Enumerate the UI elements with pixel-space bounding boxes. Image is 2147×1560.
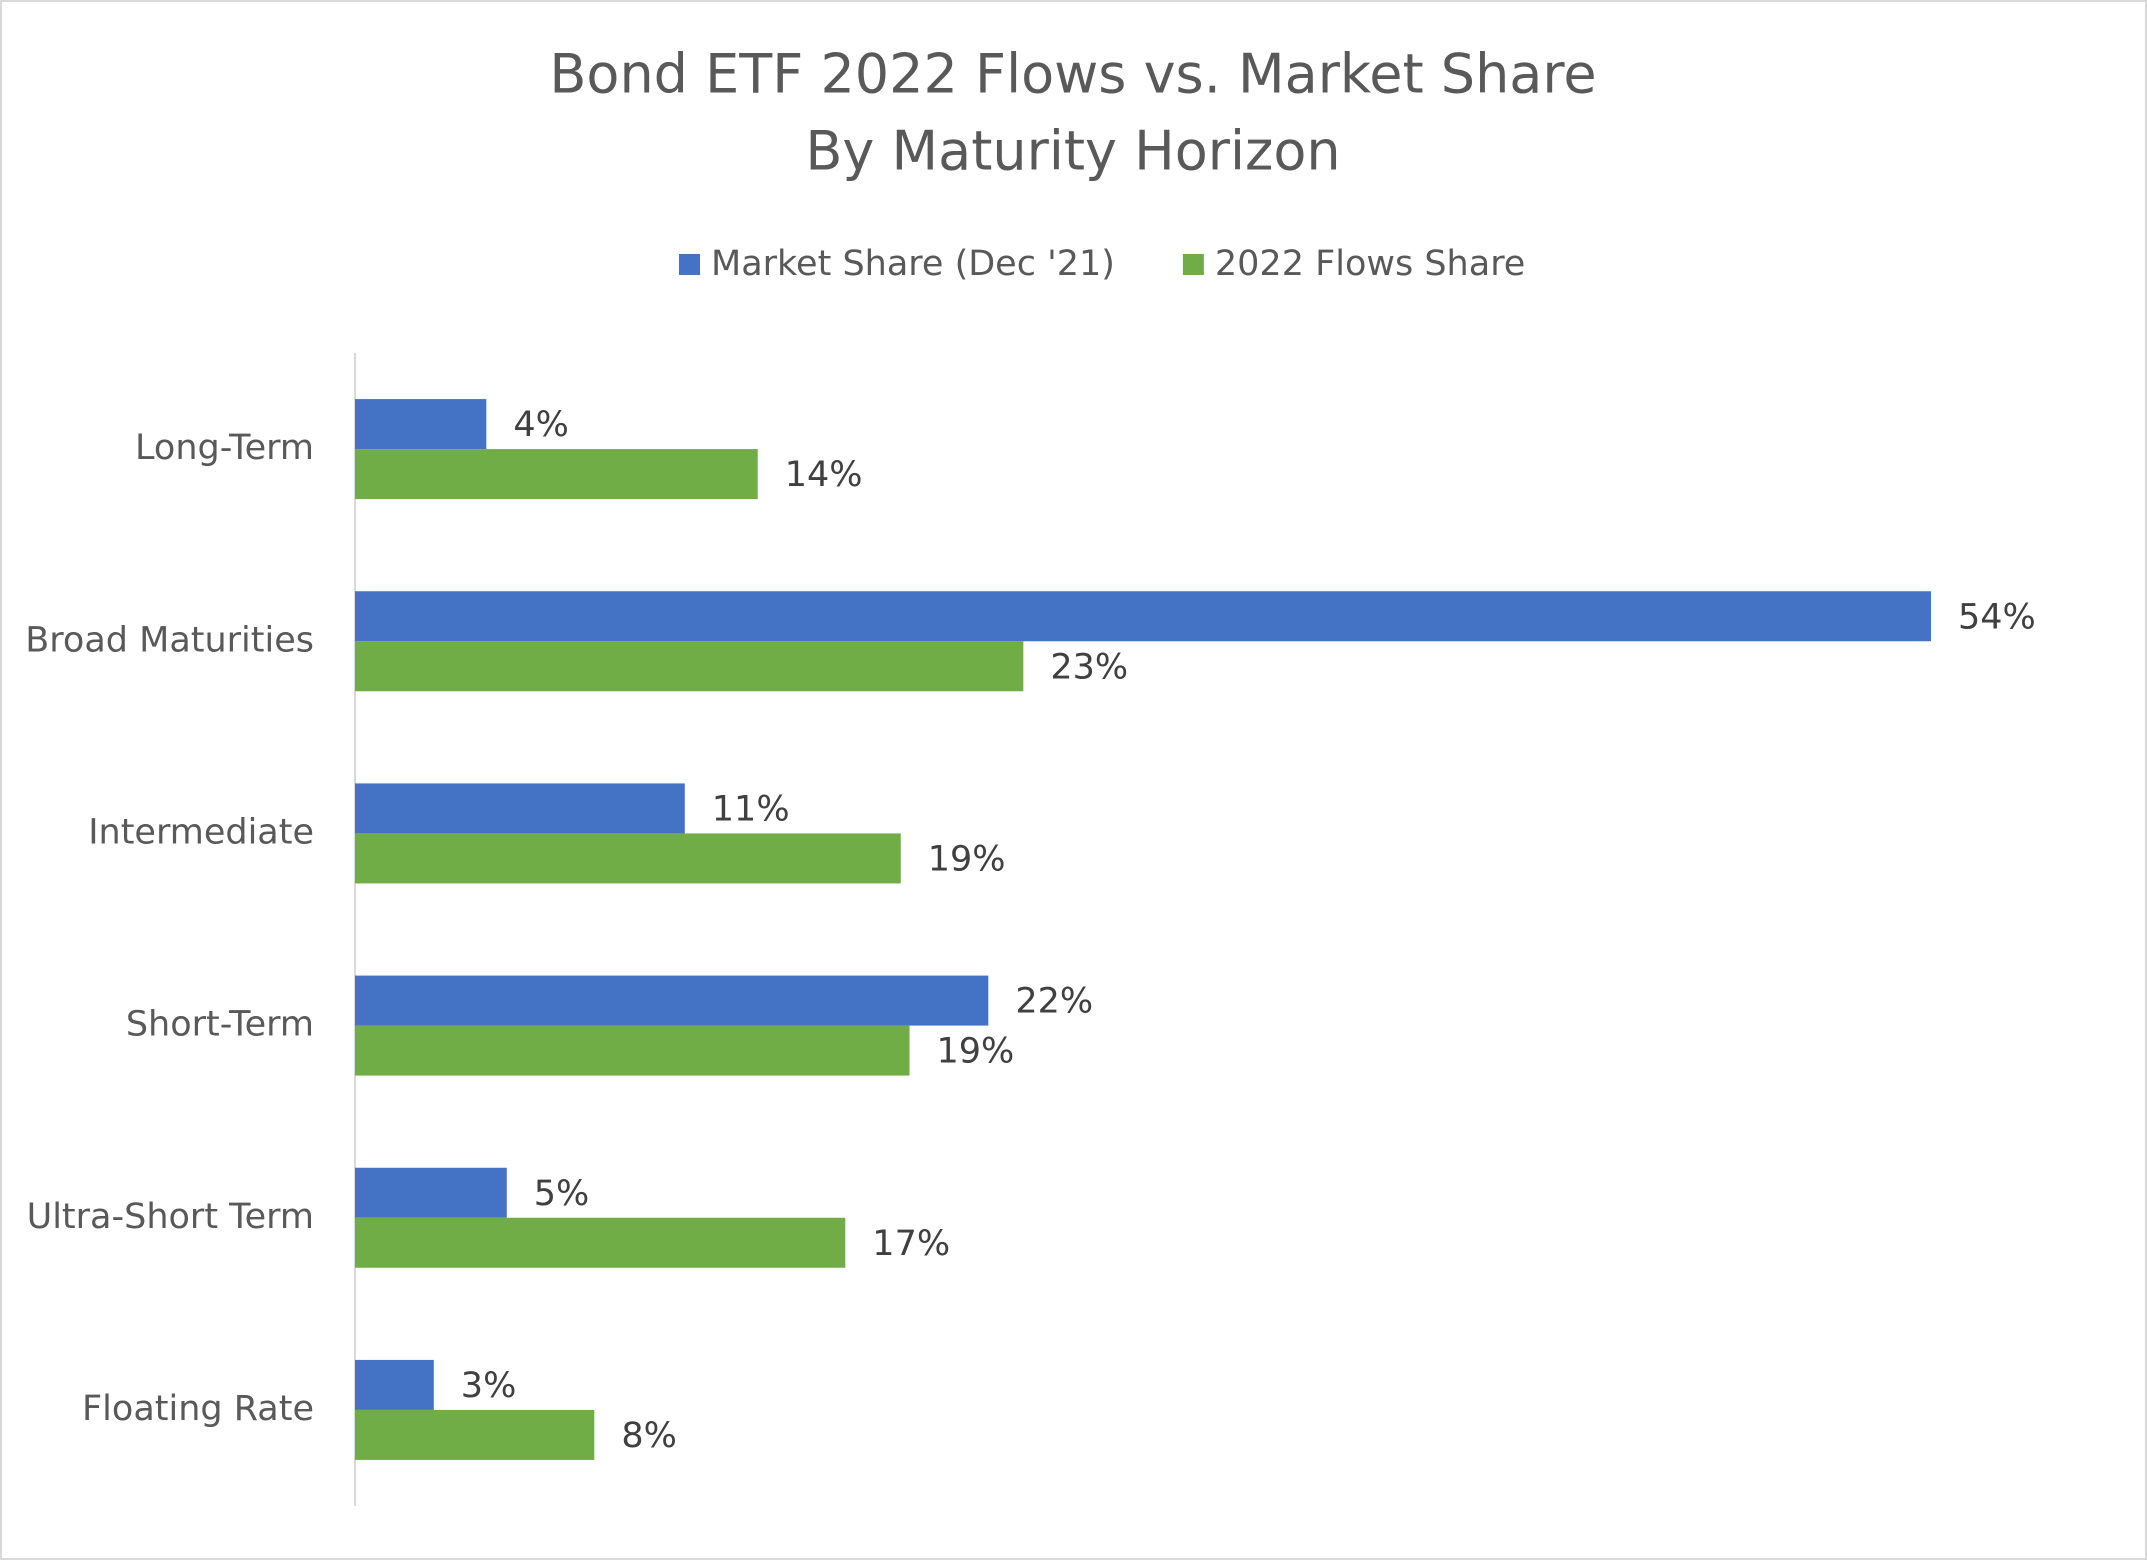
data-label: 14% [785, 455, 863, 495]
bar [355, 449, 758, 500]
y-tick-label: Ultra-Short Term [27, 1197, 314, 1237]
legend-swatch [679, 254, 700, 275]
bar [355, 1167, 507, 1218]
legend-swatch [1182, 254, 1204, 275]
legend-label: Market Share (Dec '21) [711, 244, 1115, 284]
chart-title: Bond ETF 2022 Flows vs. Market Share [549, 43, 1596, 106]
bar [355, 1409, 595, 1460]
data-label: 17% [872, 1224, 950, 1264]
data-label: 3% [461, 1366, 517, 1406]
data-label: 19% [928, 839, 1006, 879]
bar [355, 591, 1931, 642]
bar [355, 1359, 434, 1410]
y-tick-label: Broad Maturities [25, 620, 314, 660]
y-tick-label: Floating Rate [82, 1389, 314, 1429]
data-label: 23% [1050, 647, 1128, 687]
bar [355, 641, 1024, 692]
plot-area: Long-Term 4% 14% Broad Maturities 54% 23% Inte… [25, 353, 2036, 1506]
data-label: 8% [621, 1416, 677, 1456]
legend: Market Share (Dec '21) 2022 Flows Share [679, 244, 1525, 284]
legend-label: 2022 Flows Share [1215, 244, 1525, 284]
bar [355, 975, 989, 1026]
bar [355, 783, 685, 834]
data-label: 5% [534, 1174, 590, 1214]
bar [355, 399, 487, 450]
chart-subtitle: By Maturity Horizon [805, 120, 1340, 183]
data-label: 54% [1958, 597, 2036, 637]
y-tick-label: Long-Term [135, 428, 314, 468]
bar [355, 1025, 910, 1076]
data-label: 4% [513, 405, 569, 445]
data-label: 19% [937, 1032, 1015, 1072]
y-tick-label: Short-Term [126, 1005, 314, 1045]
bar [355, 833, 901, 884]
bar [355, 1217, 846, 1268]
data-label: 22% [1015, 982, 1093, 1022]
data-label: 11% [712, 789, 790, 829]
y-tick-label: Intermediate [88, 812, 314, 852]
